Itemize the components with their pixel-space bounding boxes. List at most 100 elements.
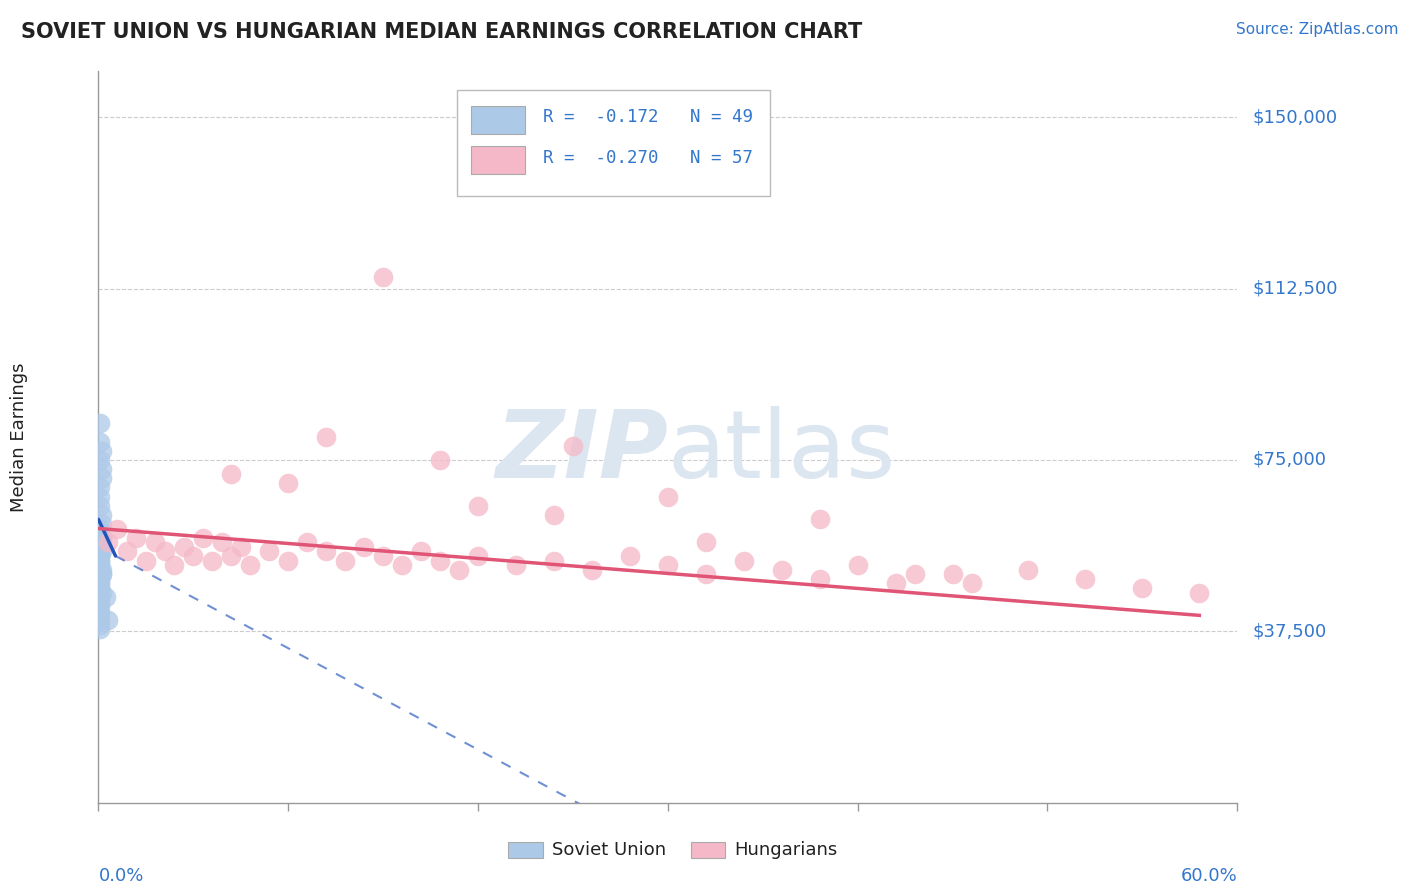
Point [89,572,111,586]
Point [89,553,111,567]
Point [145,535,167,549]
Point [259,544,281,558]
Text: 60.0%: 60.0% [1181,867,1237,885]
Point [371,270,394,285]
Text: atlas: atlas [668,406,896,498]
Point [942,567,965,582]
Point [125,531,148,545]
Point [449,563,471,577]
Point [89,553,111,567]
Point [221,549,243,563]
Text: $37,500: $37,500 [1253,623,1327,640]
Text: $150,000: $150,000 [1253,108,1337,126]
Point [191,531,214,545]
Point [297,535,319,549]
Point [467,499,489,513]
Point [89,622,111,636]
Point [1074,572,1097,586]
Point [89,581,111,595]
Point [221,467,243,481]
Point [91,563,114,577]
Point [89,613,111,627]
Point [353,540,375,554]
Point [733,553,755,567]
Bar [509,841,543,858]
Point [91,567,114,582]
Bar [471,146,526,174]
Point [884,576,907,591]
Text: Hungarians: Hungarians [734,840,837,859]
Point [173,540,195,554]
Point [1132,581,1154,595]
Point [960,576,983,591]
Point [89,599,111,614]
Point [89,453,111,467]
Point [97,613,120,627]
Point [89,480,111,494]
Point [201,553,224,567]
Point [562,439,585,453]
Point [277,475,299,490]
Point [89,417,111,431]
Point [91,462,114,476]
Point [89,521,111,535]
Point [429,553,451,567]
Point [89,604,111,618]
Point [94,590,117,604]
Point [183,549,205,563]
Point [89,558,111,573]
Point [1018,563,1040,577]
Point [904,567,927,582]
Point [89,572,111,586]
Point [467,549,489,563]
Point [91,508,114,522]
Point [89,581,111,595]
Text: Soviet Union: Soviet Union [551,840,666,859]
Point [89,608,111,623]
Text: R =  -0.172   N = 49: R = -0.172 N = 49 [543,109,752,127]
Point [239,558,262,573]
Point [335,553,357,567]
Point [163,558,186,573]
Text: SOVIET UNION VS HUNGARIAN MEDIAN EARNINGS CORRELATION CHART: SOVIET UNION VS HUNGARIAN MEDIAN EARNING… [21,22,862,42]
Point [153,544,176,558]
Point [89,490,111,504]
Point [371,549,394,563]
Text: R =  -0.270   N = 57: R = -0.270 N = 57 [543,149,752,167]
Point [277,553,299,567]
Point [89,549,111,563]
Point [657,558,679,573]
Point [89,540,111,554]
Bar [471,106,526,134]
Point [808,512,831,526]
Text: ZIP: ZIP [495,406,668,498]
Point [315,544,337,558]
Point [89,590,111,604]
Point [135,553,157,567]
Point [97,535,120,549]
Point [1188,585,1211,599]
Point [808,572,831,586]
Text: $75,000: $75,000 [1253,451,1326,469]
Point [211,535,233,549]
Point [429,453,451,467]
Point [770,563,793,577]
Point [391,558,413,573]
Text: Source: ZipAtlas.com: Source: ZipAtlas.com [1236,22,1399,37]
FancyBboxPatch shape [457,90,770,195]
Point [411,544,433,558]
Point [91,585,114,599]
Point [89,617,111,632]
Point [229,540,252,554]
Point [89,563,111,577]
Point [91,544,114,558]
Point [846,558,869,573]
Point [91,567,114,582]
Point [89,544,111,558]
Point [543,553,565,567]
Point [695,567,717,582]
Point [505,558,527,573]
Point [695,535,717,549]
Point [107,521,129,535]
Point [89,531,111,545]
